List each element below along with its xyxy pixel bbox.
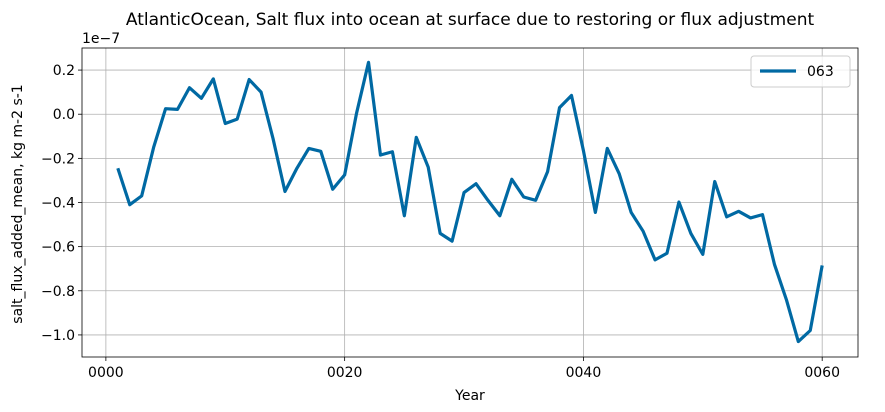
x-axis: 0000 0020 0040 0060 bbox=[88, 357, 840, 381]
y-tick-label: −0.4 bbox=[41, 196, 75, 212]
legend-box bbox=[750, 55, 851, 88]
legend-label: 063 bbox=[807, 64, 834, 80]
legend: 063 bbox=[750, 55, 851, 88]
x-axis-label: Year bbox=[454, 388, 485, 404]
chart-title: AtlanticOcean, Salt flux into ocean at s… bbox=[126, 10, 815, 30]
x-tick-label: 0020 bbox=[327, 365, 363, 381]
x-tick-label: 0000 bbox=[88, 365, 124, 381]
y-tick-label: −1.0 bbox=[41, 328, 75, 344]
y-tick-label: −0.6 bbox=[41, 240, 75, 256]
grid bbox=[82, 48, 858, 357]
y-tick-label: 0.0 bbox=[53, 107, 75, 123]
x-tick-label: 0060 bbox=[804, 365, 840, 381]
y-offset-label: 1e−7 bbox=[82, 31, 120, 47]
y-tick-label: −0.2 bbox=[41, 151, 75, 167]
y-axis-label: salt_flux_added_mean, kg m-2 s-1 bbox=[10, 84, 26, 323]
x-tick-label: 0040 bbox=[566, 365, 602, 381]
series-line-063 bbox=[116, 60, 824, 344]
y-axis: −1.0 −0.8 −0.6 −0.4 −0.2 0.0 0.2 bbox=[41, 63, 82, 344]
y-tick-label: −0.8 bbox=[41, 284, 75, 300]
y-tick-label: 0.2 bbox=[53, 63, 75, 79]
